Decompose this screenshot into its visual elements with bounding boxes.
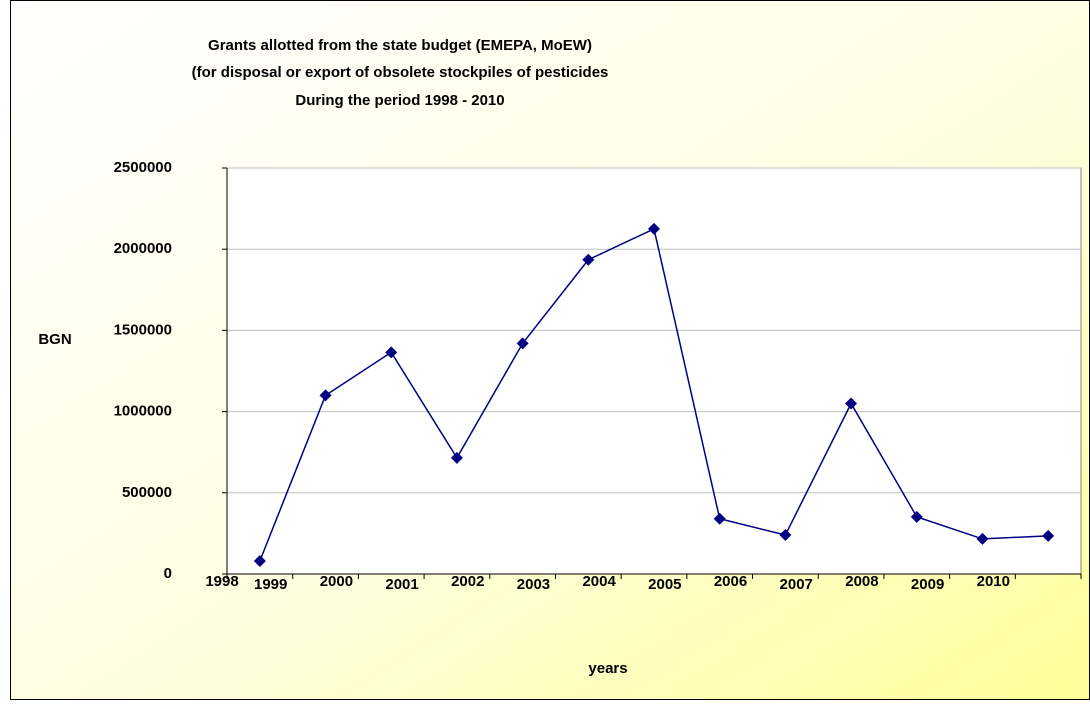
marker	[910, 510, 923, 523]
marker	[1042, 529, 1055, 542]
marker	[253, 555, 266, 568]
x-tick-label: 2000	[320, 573, 353, 590]
x-tick-label: 2002	[451, 573, 484, 590]
x-tick-label: 2007	[780, 576, 813, 593]
y-tick-label: 1500000	[114, 321, 172, 338]
x-tick-label: 2009	[911, 576, 944, 593]
chart-title: Grants allotted from the state budget (E…	[208, 37, 592, 54]
marker	[450, 451, 463, 464]
x-tick-label: 2006	[714, 573, 747, 590]
chart-title: During the period 1998 - 2010	[295, 92, 504, 109]
marker	[648, 222, 660, 235]
marker	[516, 337, 529, 350]
marker	[976, 532, 989, 545]
y-tick-label: 2000000	[114, 240, 172, 257]
x-tick-label: 1999	[254, 576, 287, 593]
x-tick-label: 2001	[385, 576, 418, 593]
y-tick-label: 1000000	[114, 403, 172, 420]
x-tick-label: 2003	[517, 576, 550, 593]
y-tick-label: 0	[164, 565, 172, 582]
x-tick-label: 2008	[845, 573, 878, 590]
marker	[385, 346, 398, 359]
marker	[319, 389, 332, 402]
marker	[779, 529, 792, 542]
y-axis-label: BGN	[38, 331, 71, 348]
marker	[713, 512, 726, 525]
chart-title: (for disposal or export of obsolete stoc…	[192, 64, 609, 81]
x-tick-label: 2005	[648, 576, 681, 593]
y-tick-label: 500000	[122, 484, 172, 501]
x-tick-label: 2010	[977, 573, 1010, 590]
x-axis-label: years	[588, 660, 627, 677]
y-tick-label: 2500000	[114, 159, 172, 176]
x-tick-label: 1998	[205, 573, 238, 590]
x-tick-label: 2004	[582, 573, 616, 590]
marker	[582, 253, 595, 266]
marker	[845, 397, 858, 410]
plot-area	[226, 167, 1082, 575]
